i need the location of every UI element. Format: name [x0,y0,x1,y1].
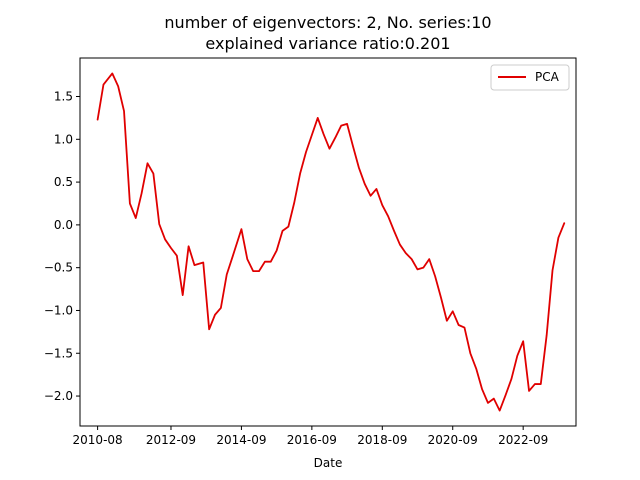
x-tick-label: 2014-09 [216,433,266,447]
y-tick-label: 0.0 [54,218,73,232]
series-line-pca [96,72,566,412]
y-tick-label: −2.0 [44,389,73,403]
plot-frame [79,57,577,427]
x-tick-label: 2022-09 [498,433,548,447]
y-tick-label: 0.5 [54,175,73,189]
legend-label-pca: PCA [535,70,560,84]
y-tick-label: −1.0 [44,303,73,317]
legend-box [490,64,570,91]
plot-area: 2010-08 2012-09 2014-09 2016-09 2018-09 2020-… [44,57,577,447]
x-tick-label: 2012-09 [146,433,196,447]
x-axis-label: Date [314,456,343,470]
y-tick-label: −1.5 [44,346,73,360]
x-tick-label: 2018-09 [357,433,407,447]
legend: PCA [490,64,570,91]
y-tick-label: −0.5 [44,261,73,275]
x-tick-label: 2016-09 [287,433,337,447]
chart-title-line-2: explained variance ratio:0.201 [205,34,450,53]
x-tick-label: 2010-08 [73,433,123,447]
x-tick-label: 2020-09 [428,433,478,447]
chart-title-line-1: number of eigenvectors: 2, No. series:10 [164,13,491,32]
y-tick-label: 1.5 [54,90,73,104]
y-tick-label: 1.0 [54,132,73,146]
